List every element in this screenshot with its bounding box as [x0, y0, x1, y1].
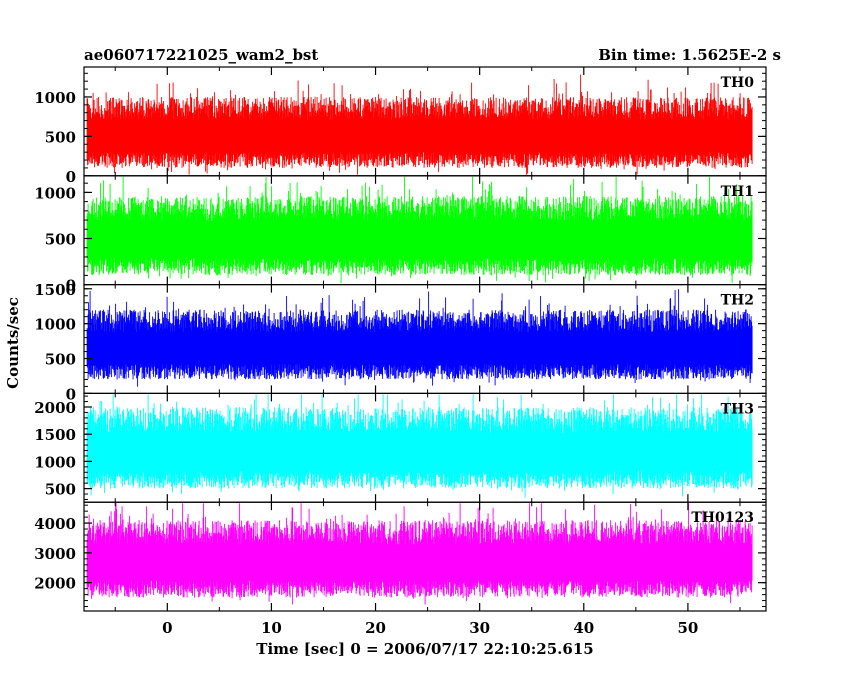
panel-label: TH0123: [691, 510, 754, 526]
y-tick-label: 1500: [34, 281, 76, 299]
y-tick-label: 1000: [34, 453, 76, 471]
y-tick-label: 1500: [34, 426, 76, 444]
panel-label: TH3: [721, 401, 754, 417]
panel-frame: [83, 501, 767, 612]
x-axis: 0 10 20 30 40 50: [162, 619, 698, 637]
y-tick-label: 0: [66, 385, 76, 403]
x-tick-label: 50: [677, 619, 698, 637]
y-tick-label: 1000: [34, 316, 76, 334]
series-trace-th0: [86, 74, 753, 175]
y-axis-label: Counts/sec: [4, 297, 22, 389]
x-tick-label: 20: [365, 619, 386, 637]
y-tick-label: 3000: [34, 545, 76, 563]
panel-label: TH1: [721, 184, 754, 200]
x-tick-label: 0: [162, 619, 172, 637]
series-trace-th0123: [86, 503, 753, 605]
y-tick-label: 2000: [34, 575, 76, 593]
panel-label: TH2: [721, 293, 754, 309]
series-trace-th1: [86, 176, 753, 284]
x-axis-label: Time [sec] 0 = 2006/07/17 22:10:25.615: [256, 640, 593, 658]
panel-th3: 500 1000 1500 2000 TH3: [34, 392, 767, 503]
y-tick-label: 1000: [34, 89, 76, 107]
series-trace-th2: [86, 289, 753, 387]
panel-th2: 0 500 1000 1500 TH2: [34, 281, 767, 403]
y-tick-label: 0: [66, 168, 76, 186]
x-tick-label: 30: [469, 619, 490, 637]
y-tick-label: 4000: [34, 515, 76, 533]
panel-th1: 0 500 1000 TH1: [34, 175, 767, 295]
chart-title: ae060717221025_wam2_bst: [84, 46, 318, 64]
y-tick-label: 500: [45, 481, 76, 499]
y-tick-label: 2000: [34, 399, 76, 417]
y-tick-label: 500: [45, 128, 76, 146]
y-tick-label: 500: [45, 351, 76, 369]
y-tick-label: 500: [45, 230, 76, 248]
series-trace-th3: [86, 394, 753, 498]
panels-group: 0 500 1000 TH0 0 500 1000 TH1 0 500 1000 1500 TH2 500…: [34, 66, 767, 612]
panel-th0123: 2000 3000 4000 TH0123: [34, 501, 767, 612]
y-tick-label: 0: [66, 277, 76, 295]
y-tick-label: 1000: [34, 184, 76, 202]
x-tick-label: 40: [573, 619, 594, 637]
bin-time-label: Bin time: 1.5625E-2 s: [598, 46, 781, 64]
x-tick-label: 10: [261, 619, 282, 637]
panel-label: TH0: [721, 75, 755, 91]
panel-th0: 0 500 1000 TH0: [34, 66, 767, 186]
